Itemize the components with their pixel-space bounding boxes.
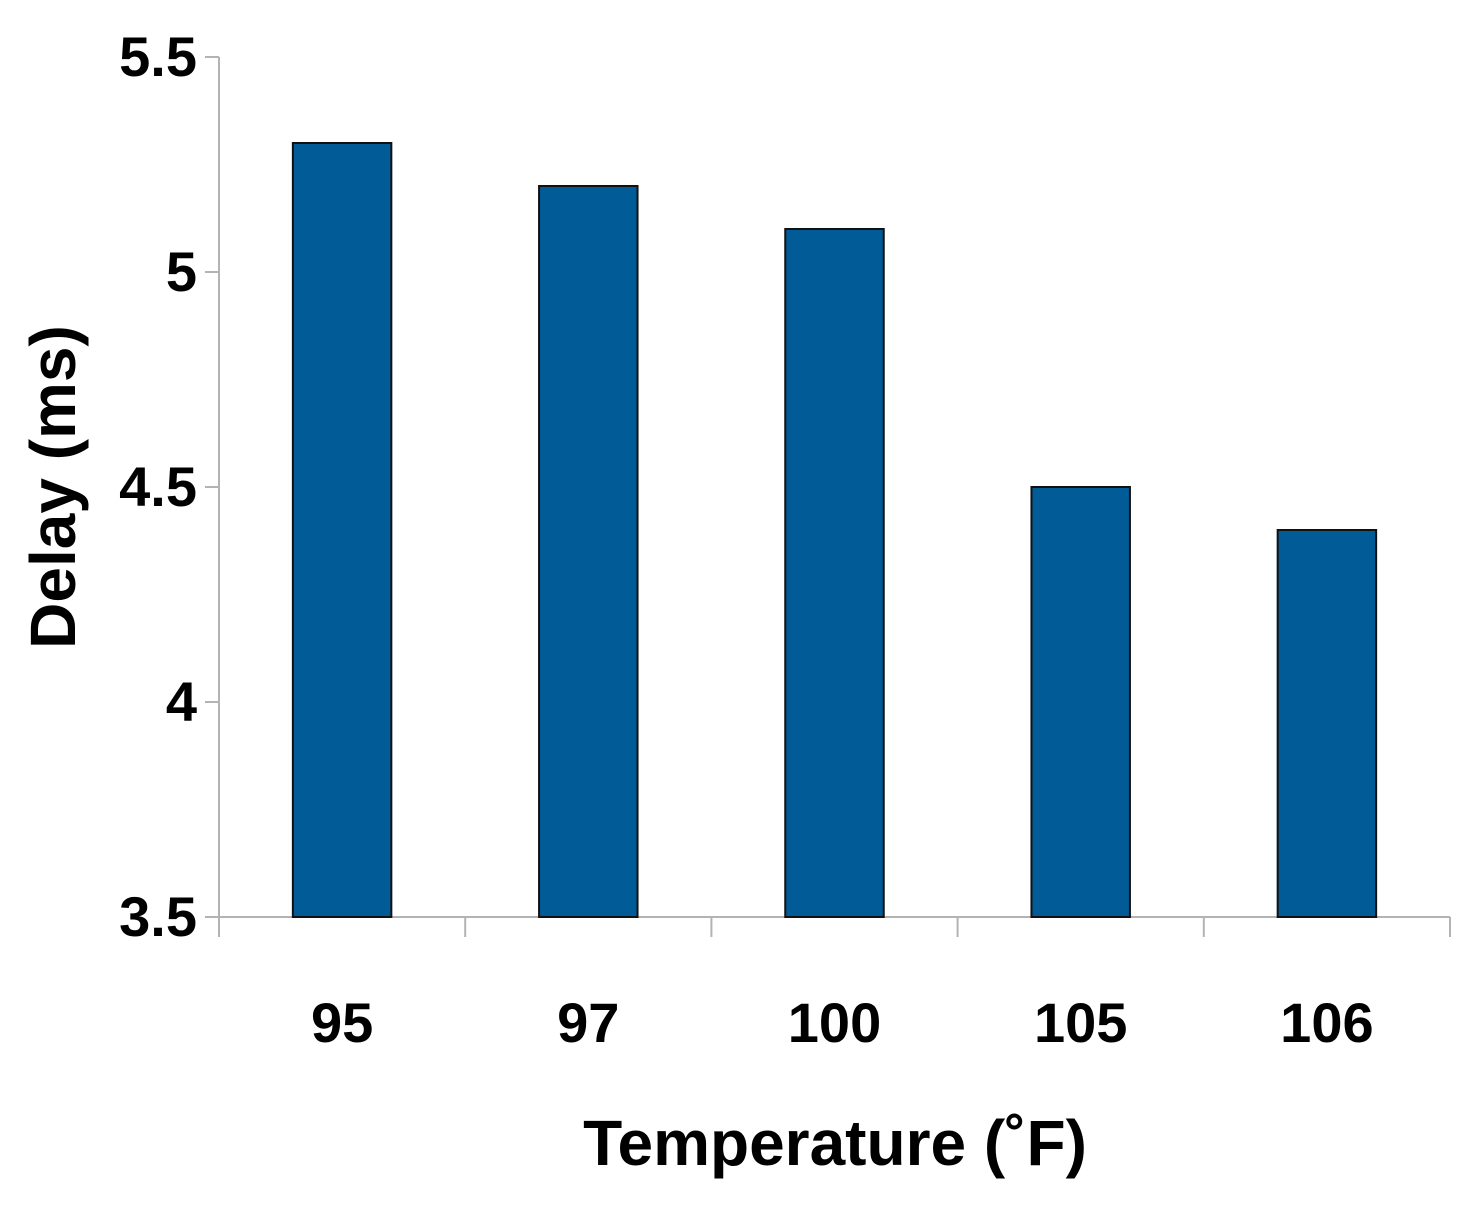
x-tick-label: 106 — [1280, 991, 1373, 1054]
x-axis: 95 97 100 105 106 — [218, 916, 1451, 1054]
y-axis: 3.5 4 4.5 5 5.5 — [119, 25, 220, 948]
x-axis-title: Temperature (˚F) — [583, 1107, 1087, 1179]
y-axis-title: Delay (ms) — [17, 325, 89, 649]
bar — [1276, 529, 1378, 918]
bars — [291, 142, 1378, 918]
x-tick-label: 100 — [788, 991, 881, 1054]
bar — [538, 185, 639, 918]
y-tick-label: 4 — [166, 670, 197, 733]
x-tick-label: 105 — [1034, 991, 1127, 1054]
bar — [1030, 486, 1131, 918]
x-tick-label: 95 — [311, 991, 373, 1054]
bar — [291, 142, 393, 918]
y-tick-label: 5 — [166, 240, 197, 303]
x-tick-label: 97 — [557, 991, 619, 1054]
y-tick-label: 4.5 — [119, 455, 197, 518]
y-tick-label: 3.5 — [119, 885, 197, 948]
bar — [784, 228, 885, 918]
axis-titles: Temperature (˚F) Delay (ms) — [17, 325, 1087, 1179]
y-tick-label: 5.5 — [119, 25, 197, 88]
